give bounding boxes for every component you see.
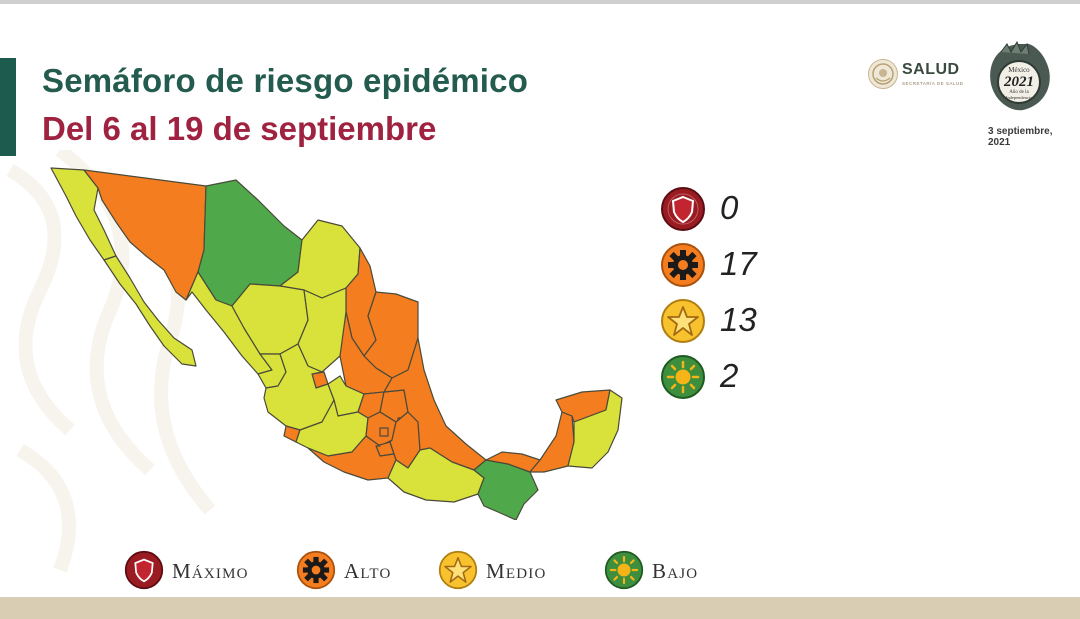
tally-value-bajo: 2 (720, 357, 739, 394)
star-icon (438, 550, 478, 590)
tally-row-bajo: 2 (660, 354, 800, 400)
legend-label-maximo: Máximo (172, 559, 249, 583)
tally-row-maximo: 0 (660, 186, 800, 232)
bottom-band (0, 597, 1080, 619)
state-chiapas (473, 459, 539, 520)
page-title: Semáforo de riesgo epidémico (42, 62, 529, 99)
legend: Máximo Alto Medio (124, 549, 744, 591)
gear-icon (661, 243, 705, 287)
salud-subtext: SECRETARÍA DE SALUD (902, 81, 964, 86)
star-icon (661, 299, 705, 343)
legend-label-bajo: Bajo (652, 559, 699, 583)
legend-label-alto: Alto (344, 559, 392, 583)
shield-icon (124, 550, 164, 590)
gear-icon (296, 550, 336, 590)
state-guerrero (307, 435, 397, 481)
top-rule (0, 0, 1080, 4)
mexico-2021-emblem: México 2021 Año de la Independencia (990, 40, 1050, 111)
level-tally: 0 17 13 (660, 186, 800, 406)
emblem-line1: México (1008, 66, 1030, 74)
tally-row-medio: 13 (660, 298, 800, 344)
legend-label-medio: Medio (486, 559, 547, 583)
sun-icon (661, 355, 705, 399)
emblem-line4: Independencia (1006, 95, 1032, 100)
page-subtitle: Del 6 al 19 de septiembre (42, 110, 437, 147)
state-quintana-roo (567, 389, 623, 469)
emblem-line3: Año de la (1009, 90, 1029, 95)
tally-value-medio: 13 (720, 301, 757, 338)
shield-icon (661, 187, 705, 231)
emblem-line2: 2021 (1003, 74, 1034, 90)
salud-logo: SALUD SECRETARÍA DE SALUD (868, 58, 974, 92)
title-accent-bar (0, 58, 16, 156)
tally-value-alto: 17 (720, 245, 757, 282)
sun-icon (604, 550, 644, 590)
salud-wordmark: SALUD (902, 61, 960, 78)
state-baja-california-sur (103, 255, 197, 367)
tally-value-maximo: 0 (720, 189, 739, 226)
state-ciudad-de-mexico (379, 427, 389, 437)
risk-map (50, 167, 623, 520)
tally-row-alto: 17 (660, 242, 800, 288)
date-label: 3 septiembre, 2021 (988, 126, 1053, 148)
national-seal-icon (868, 59, 898, 89)
